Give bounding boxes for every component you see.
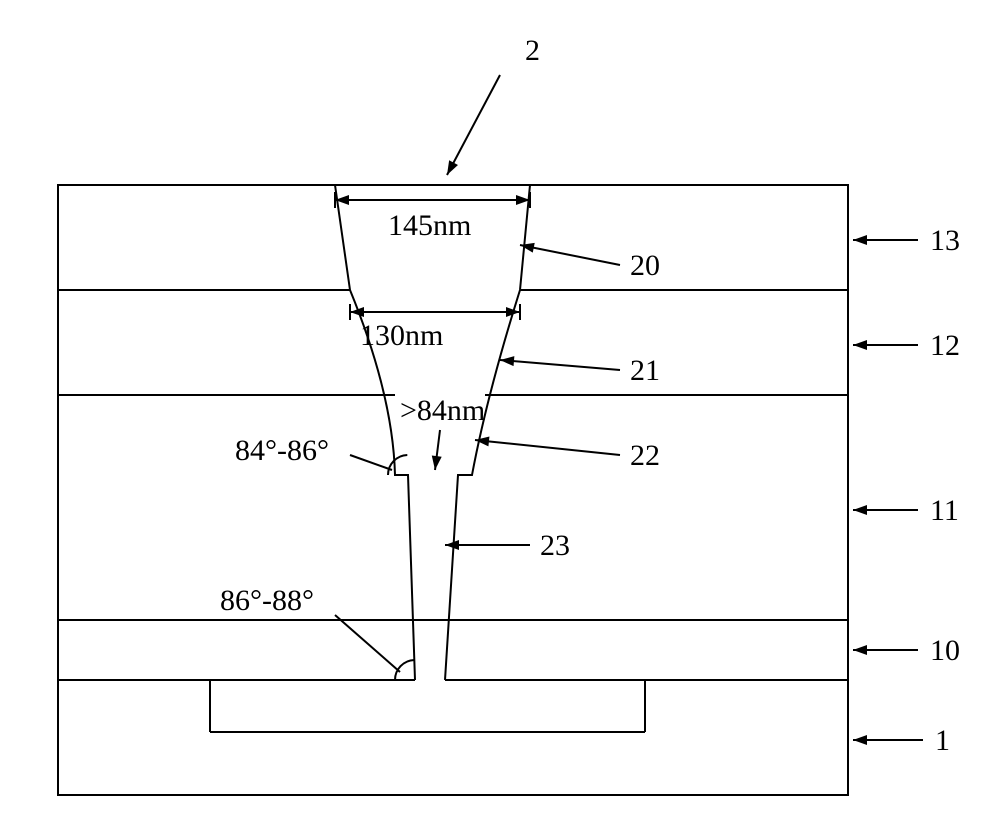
- label-n20: 20: [630, 249, 660, 282]
- label-n12: 12: [930, 329, 960, 362]
- dim-gt84nm: >84nm: [400, 394, 485, 427]
- dim-145nm: 145nm: [388, 209, 471, 242]
- label-n11: 11: [930, 494, 959, 527]
- label-n22: 22: [630, 439, 660, 472]
- diagram-canvas: 145nm 130nm >84nm 84°-86° 86°-88° 2 20 21 22 23 13…: [0, 0, 1000, 840]
- label-n13: 13: [930, 224, 960, 257]
- label-n23: 23: [540, 529, 570, 562]
- angle-84-86: 84°-86°: [235, 434, 329, 467]
- label-n2: 2: [525, 34, 540, 67]
- label-n21: 21: [630, 354, 660, 387]
- dim-130nm: 130nm: [360, 319, 443, 352]
- label-n1: 1: [935, 724, 950, 757]
- cross-section-svg: 145nm 130nm >84nm 84°-86° 86°-88° 2 20 21 22 23 13…: [0, 0, 1000, 840]
- label-n10: 10: [930, 634, 960, 667]
- angle-86-88: 86°-88°: [220, 584, 314, 617]
